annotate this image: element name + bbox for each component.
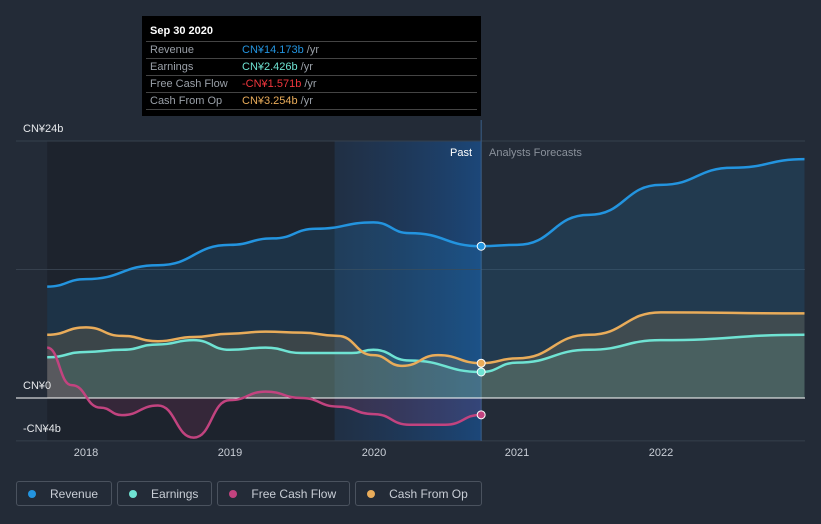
tooltip-label: Revenue — [150, 44, 195, 56]
x-tick-label: 2020 — [361, 447, 387, 459]
tooltip-row-cfo: Cash From Op CN¥3.254b/yr — [146, 92, 477, 110]
fcf-dot-icon — [229, 489, 238, 498]
tooltip-label: Cash From Op — [150, 95, 223, 107]
legend-label: Free Cash Flow — [251, 486, 337, 501]
x-tick-label: 2021 — [504, 447, 530, 459]
series-line-earnings — [47, 333, 805, 374]
tooltip-unit: /yr — [300, 61, 313, 73]
y-tick-label: CN¥0 — [23, 380, 52, 392]
legend-label: Earnings — [151, 486, 199, 501]
legend-label: Cash From Op — [389, 486, 468, 501]
past-dark-region — [47, 141, 335, 441]
x-tick-label: 2018 — [73, 447, 99, 459]
tooltip-value: CN¥14.173b — [242, 44, 304, 56]
tooltip-row-earnings: Earnings CN¥2.426b/yr — [146, 58, 477, 75]
forecast-label: Analysts Forecasts — [489, 147, 582, 159]
series-area-revenue — [47, 159, 805, 398]
tooltip-date: Sep 30 2020 — [150, 25, 213, 37]
tooltip-value: CN¥3.254b — [242, 95, 298, 107]
revenue-dot-icon — [28, 489, 36, 498]
series-line-cash-from-op — [47, 311, 805, 368]
legend-revenue[interactable]: Revenue — [16, 481, 113, 506]
marker-revenue — [476, 241, 486, 251]
marker-free-cash-flow — [476, 410, 486, 420]
x-tick-label: 2019 — [217, 447, 243, 459]
legend-free-cash-flow[interactable]: Free Cash Flow — [217, 481, 351, 506]
past-label: Past — [450, 147, 473, 159]
tooltip-value: -CN¥1.571b — [242, 78, 302, 90]
legend-label: Revenue — [50, 486, 99, 501]
tooltip: Sep 30 2020 Revenue CN¥14.173b/yr Earning… — [142, 16, 481, 116]
legend-earnings[interactable]: Earnings — [117, 481, 213, 506]
tooltip-row-revenue: Revenue CN¥14.173b/yr — [146, 41, 477, 58]
legend: Revenue Earnings Free Cash Flow Cash Fro… — [16, 481, 482, 506]
tooltip-unit: /yr — [304, 78, 317, 90]
tooltip-unit: /yr — [300, 95, 313, 107]
tooltip-label: Earnings — [150, 61, 194, 73]
earnings-dot-icon — [129, 489, 138, 498]
marker-earnings — [476, 367, 486, 377]
series-line-free-cash-flow — [46, 346, 482, 439]
past-highlight-region — [334, 141, 482, 441]
x-tick-label: 2022 — [648, 447, 674, 459]
y-tick-label: -CN¥4b — [23, 423, 61, 435]
legend-cash-from-op[interactable]: Cash From Op — [355, 481, 482, 506]
tooltip-value: CN¥2.426b — [242, 61, 298, 73]
y-tick-label: CN¥24b — [23, 123, 64, 135]
tooltip-label: Free Cash Flow — [150, 78, 228, 90]
cfo-dot-icon — [367, 489, 376, 498]
marker-cash-from-op — [476, 358, 486, 368]
tooltip-row-fcf: Free Cash Flow -CN¥1.571b/yr — [146, 75, 477, 92]
series-line-revenue — [47, 157, 805, 288]
tooltip-unit: /yr — [306, 44, 320, 56]
